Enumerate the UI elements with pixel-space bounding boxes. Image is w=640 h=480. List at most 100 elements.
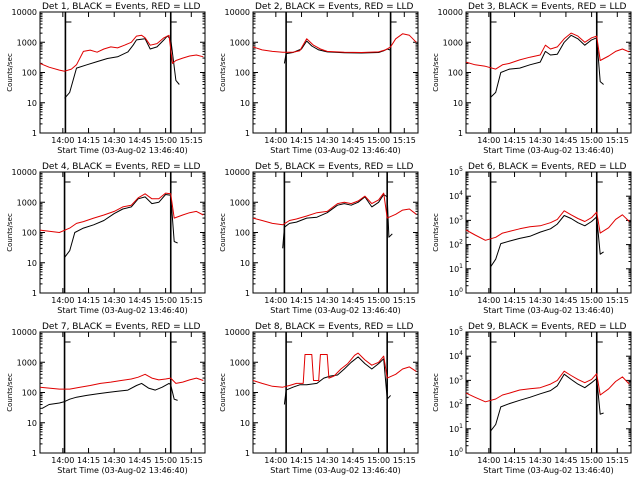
chart-title: Det 5, BLACK = Events, RED = LLD bbox=[255, 162, 414, 172]
interval-marker-bracket bbox=[596, 174, 603, 183]
y-tick-label: 101 bbox=[449, 263, 463, 274]
x-axis-label: Start Time (03-Aug-02 13:46:40) bbox=[270, 146, 401, 155]
x-tick-label: 15:15 bbox=[180, 136, 203, 145]
x-tick-label: 14:15 bbox=[503, 136, 526, 145]
series-line-events bbox=[64, 194, 178, 258]
chart-title: Det 8, BLACK = Events, RED = LLD bbox=[255, 322, 414, 332]
x-tick-label: 15:00 bbox=[367, 456, 390, 465]
x-tick-label: 15:15 bbox=[180, 456, 203, 465]
series-line-events bbox=[283, 356, 391, 405]
plot-frame bbox=[252, 11, 419, 134]
series-line-lld bbox=[465, 32, 630, 70]
x-tick-label: 14:30 bbox=[316, 136, 339, 145]
x-tick-label: 14:30 bbox=[316, 456, 339, 465]
interval-marker-bracket bbox=[386, 174, 394, 183]
x-tick-label: 15:00 bbox=[580, 136, 603, 145]
y-tick-label: 1 bbox=[245, 449, 250, 458]
y-tick-label: 1000 bbox=[17, 198, 37, 207]
y-tick-label: 10000 bbox=[12, 168, 37, 177]
y-tick-label: 100 bbox=[22, 69, 37, 78]
y-tick-label: 103 bbox=[449, 214, 463, 225]
y-tick-label: 100 bbox=[448, 69, 463, 78]
y-tick-label: 1 bbox=[245, 129, 250, 138]
plot-frame bbox=[252, 171, 419, 294]
chart-title: Det 3, BLACK = Events, RED = LLD bbox=[468, 2, 627, 12]
y-tick-label: 100 bbox=[22, 389, 37, 398]
interval-marker-bracket bbox=[64, 334, 71, 343]
x-axis-label: Start Time (03-Aug-02 13:46:40) bbox=[483, 146, 614, 155]
interval-marker-bracket bbox=[596, 334, 603, 343]
series-line-lld bbox=[39, 34, 204, 72]
plot-frame bbox=[465, 171, 632, 294]
interval-marker-bracket bbox=[386, 334, 394, 343]
chart-panel-det-1: Det 1, BLACK = Events, RED = LLD 1 10 100 10… bbox=[6, 2, 206, 155]
interval-marker-bracket bbox=[390, 14, 397, 23]
x-tick-label: 14:30 bbox=[316, 296, 339, 305]
x-tick-label: 14:15 bbox=[290, 136, 313, 145]
x-tick-label: 14:30 bbox=[103, 296, 126, 305]
y-tick-label: 102 bbox=[449, 399, 463, 410]
y-tick-label: 1000 bbox=[230, 38, 250, 47]
y-tick-label: 1 bbox=[32, 129, 37, 138]
x-tick-label: 14:30 bbox=[103, 456, 126, 465]
x-tick-label: 14:15 bbox=[77, 456, 100, 465]
interval-marker-bracket bbox=[490, 174, 497, 183]
x-tick-label: 15:15 bbox=[606, 456, 629, 465]
x-tick-label: 15:15 bbox=[180, 296, 203, 305]
y-tick-label: 100 bbox=[449, 287, 463, 298]
y-tick-label: 10000 bbox=[12, 328, 37, 337]
y-axis-label: Counts/sec bbox=[219, 53, 227, 92]
series-line-lld bbox=[252, 352, 417, 388]
x-tick-label: 14:00 bbox=[51, 296, 74, 305]
x-tick-label: 15:15 bbox=[393, 136, 416, 145]
x-axis-label: Start Time (03-Aug-02 13:46:40) bbox=[57, 466, 188, 475]
x-tick-label: 14:45 bbox=[554, 296, 577, 305]
series-line-lld bbox=[252, 33, 417, 53]
x-tick-label: 15:15 bbox=[393, 456, 416, 465]
series-line-events bbox=[490, 34, 604, 98]
y-tick-label: 101 bbox=[449, 423, 463, 434]
y-axis-label: Counts/sec bbox=[432, 373, 440, 412]
x-axis-label: Start Time (03-Aug-02 13:46:40) bbox=[270, 466, 401, 475]
x-tick-label: 14:45 bbox=[128, 296, 151, 305]
y-tick-label: 100 bbox=[449, 447, 463, 458]
x-tick-label: 14:00 bbox=[51, 456, 74, 465]
chart-title: Det 2, BLACK = Events, RED = LLD bbox=[255, 2, 414, 12]
x-tick-label: 14:30 bbox=[529, 296, 552, 305]
chart-panel-det-2: Det 2, BLACK = Events, RED = LLD 1 10 100 10… bbox=[219, 2, 419, 155]
interval-marker-bracket bbox=[64, 14, 72, 23]
x-tick-label: 14:30 bbox=[103, 136, 126, 145]
x-tick-label: 15:00 bbox=[367, 296, 390, 305]
x-tick-label: 14:45 bbox=[341, 296, 364, 305]
y-tick-label: 100 bbox=[235, 389, 250, 398]
x-axis-label: Start Time (03-Aug-02 13:46:40) bbox=[57, 306, 188, 315]
y-axis-label: Counts/sec bbox=[6, 53, 14, 92]
y-axis-label: Counts/sec bbox=[432, 213, 440, 252]
x-tick-label: 15:00 bbox=[154, 296, 177, 305]
series-line-events bbox=[42, 382, 178, 409]
x-axis-label: Start Time (03-Aug-02 13:46:40) bbox=[57, 146, 188, 155]
x-axis-label: Start Time (03-Aug-02 13:46:40) bbox=[270, 306, 401, 315]
y-tick-label: 1000 bbox=[17, 358, 37, 367]
y-tick-label: 1000 bbox=[230, 358, 250, 367]
y-tick-label: 1 bbox=[245, 289, 250, 298]
y-tick-label: 100 bbox=[235, 69, 250, 78]
series-line-events bbox=[490, 373, 604, 432]
y-tick-label: 1 bbox=[32, 449, 37, 458]
series-line-lld bbox=[252, 192, 417, 226]
series-line-events bbox=[490, 215, 604, 268]
y-tick-label: 105 bbox=[449, 166, 463, 177]
x-tick-label: 14:00 bbox=[477, 296, 500, 305]
x-tick-label: 15:00 bbox=[367, 136, 390, 145]
y-axis-label: Counts/sec bbox=[6, 213, 14, 252]
interval-marker-bracket bbox=[285, 334, 293, 343]
series-line-lld bbox=[39, 373, 204, 390]
x-tick-label: 14:45 bbox=[128, 136, 151, 145]
series-line-lld bbox=[465, 370, 630, 403]
chart-title: Det 1, BLACK = Events, RED = LLD bbox=[42, 2, 201, 12]
y-tick-label: 10000 bbox=[12, 8, 37, 17]
chart-panel-det-6: Det 6, BLACK = Events, RED = LLD 100 101 10… bbox=[432, 162, 632, 315]
chart-title: Det 7, BLACK = Events, RED = LLD bbox=[42, 322, 201, 332]
interval-marker-bracket bbox=[490, 334, 497, 343]
